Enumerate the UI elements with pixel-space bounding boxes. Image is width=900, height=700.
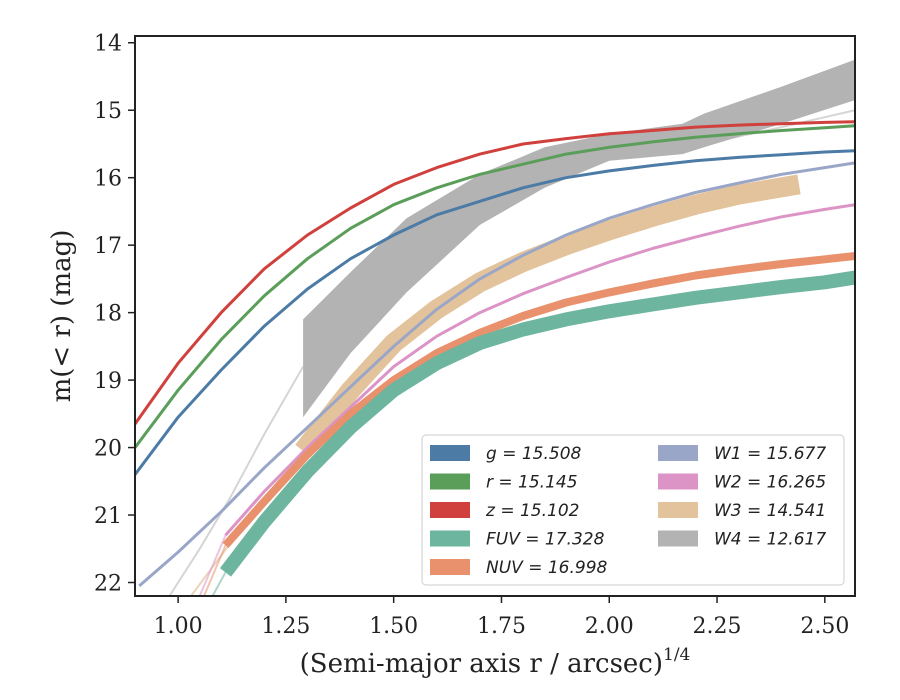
legend-label-w2: W2 = 16.265 bbox=[714, 473, 826, 493]
series-nuv-line bbox=[222, 252, 855, 549]
W2-extrapolation-line bbox=[198, 534, 227, 596]
y-axis-title: m(< r) (mag) bbox=[47, 230, 77, 403]
legend-swatch-w3 bbox=[658, 502, 698, 518]
legend-label-fuv: FUV = 17.328 bbox=[486, 530, 605, 550]
series-r-line bbox=[135, 124, 855, 449]
series-w1-line bbox=[138, 161, 855, 588]
series-w4-band bbox=[303, 59, 855, 418]
y-tick-label: 15 bbox=[94, 99, 122, 124]
legend-swatch-w4 bbox=[658, 530, 698, 547]
y-tick-label: 14 bbox=[94, 32, 122, 57]
legend-swatch-nuv bbox=[430, 559, 470, 575]
W4-extrapolation-line bbox=[168, 366, 304, 596]
series-w3-line bbox=[295, 174, 801, 458]
x-tick-label: 1.75 bbox=[477, 614, 526, 639]
x-tick-label: 2.50 bbox=[800, 614, 849, 639]
legend-label-w3: W3 = 14.541 bbox=[714, 501, 826, 521]
legend-label-r: r = 15.145 bbox=[486, 473, 578, 493]
legend: g = 15.508 r = 15.145 z = 15.102 FUV = 17.3… bbox=[421, 434, 845, 586]
FUV-extrapolation-line bbox=[211, 571, 227, 596]
plot-area bbox=[135, 59, 855, 596]
plot-frame bbox=[134, 35, 856, 597]
legend-label-nuv: NUV = 16.998 bbox=[486, 558, 608, 578]
x-tick-label: 2.00 bbox=[585, 614, 634, 639]
legend-swatch-g bbox=[430, 445, 470, 461]
x-axis: 1.00 1.25 1.50 1.75 2.00 2.25 2.50 bbox=[154, 596, 849, 639]
legend-label-w4: W4 = 12.617 bbox=[714, 530, 826, 550]
x-tick-label: 1.25 bbox=[261, 614, 310, 639]
legend-swatch-z bbox=[430, 502, 470, 518]
legend-label-w1: W1 = 15.677 bbox=[714, 444, 826, 464]
x-axis-title: (Semi-major axis r / arcsec)1/4 bbox=[300, 645, 691, 679]
legend-frame bbox=[421, 434, 845, 586]
legend-swatch-r bbox=[430, 473, 470, 490]
x-tick-label: 1.50 bbox=[369, 614, 418, 639]
x-axis-title-exponent: 1/4 bbox=[663, 645, 690, 665]
series-w2-line bbox=[224, 203, 855, 537]
y-tick-label: 20 bbox=[94, 437, 122, 462]
y-tick-label: 17 bbox=[94, 234, 122, 259]
legend-swatch-w2 bbox=[658, 473, 698, 490]
series-z-line bbox=[135, 120, 855, 425]
y-axis: 14 15 16 17 18 19 20 21 22 bbox=[94, 32, 135, 597]
y-tick-label: 22 bbox=[94, 572, 122, 597]
y-tick-label: 18 bbox=[94, 302, 122, 327]
y-tick-label: 19 bbox=[94, 369, 122, 394]
NUV-extrapolation-line bbox=[203, 545, 227, 596]
series-fuv-line bbox=[219, 270, 855, 577]
series-g-line bbox=[135, 149, 855, 476]
x-tick-label: 1.00 bbox=[154, 614, 203, 639]
legend-label-z: z = 15.102 bbox=[485, 501, 579, 521]
x-tick-label: 2.25 bbox=[693, 614, 742, 639]
y-tick-label: 16 bbox=[94, 167, 122, 192]
legend-label-g: g = 15.508 bbox=[486, 444, 582, 464]
x-axis-title-main: (Semi-major axis r / arcsec) bbox=[300, 649, 663, 679]
y-tick-label: 21 bbox=[94, 504, 122, 529]
legend-swatch-fuv bbox=[430, 530, 470, 547]
legend-swatch-w1 bbox=[658, 445, 698, 461]
